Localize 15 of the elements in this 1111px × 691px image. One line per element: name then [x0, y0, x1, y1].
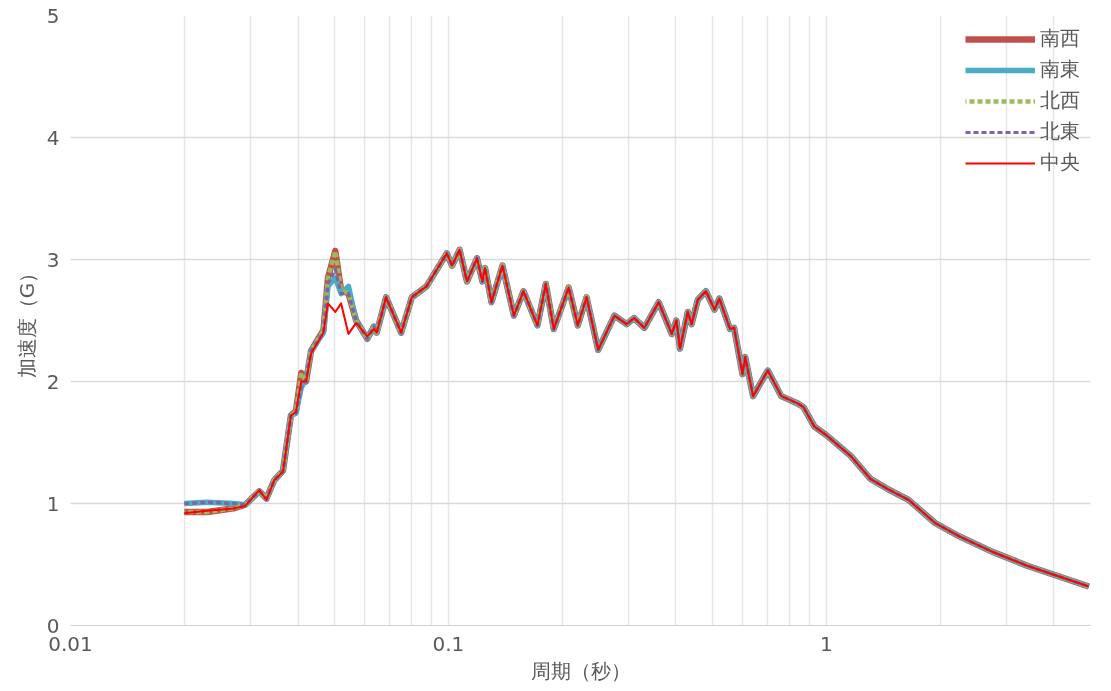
y-tick-label: 2	[46, 369, 60, 394]
legend-label: 北西	[1040, 87, 1080, 114]
x-tick-label: 1	[819, 631, 833, 656]
legend-label: 北東	[1040, 118, 1080, 145]
legend-label: 南西	[1040, 25, 1080, 52]
y-tick-label: 4	[46, 125, 60, 150]
y-tick-label: 3	[46, 247, 60, 272]
y-tick-label: 0	[46, 613, 60, 638]
x-axis-title: 周期（秒）	[530, 658, 631, 683]
legend-label: 南東	[1040, 56, 1080, 83]
x-tick-label: 0.1	[432, 631, 465, 656]
legend-label: 中央	[1040, 149, 1080, 176]
y-tick-label: 1	[46, 491, 60, 516]
y-axis-title: 加速度（G）	[14, 262, 39, 379]
y-tick-label: 5	[46, 3, 60, 28]
